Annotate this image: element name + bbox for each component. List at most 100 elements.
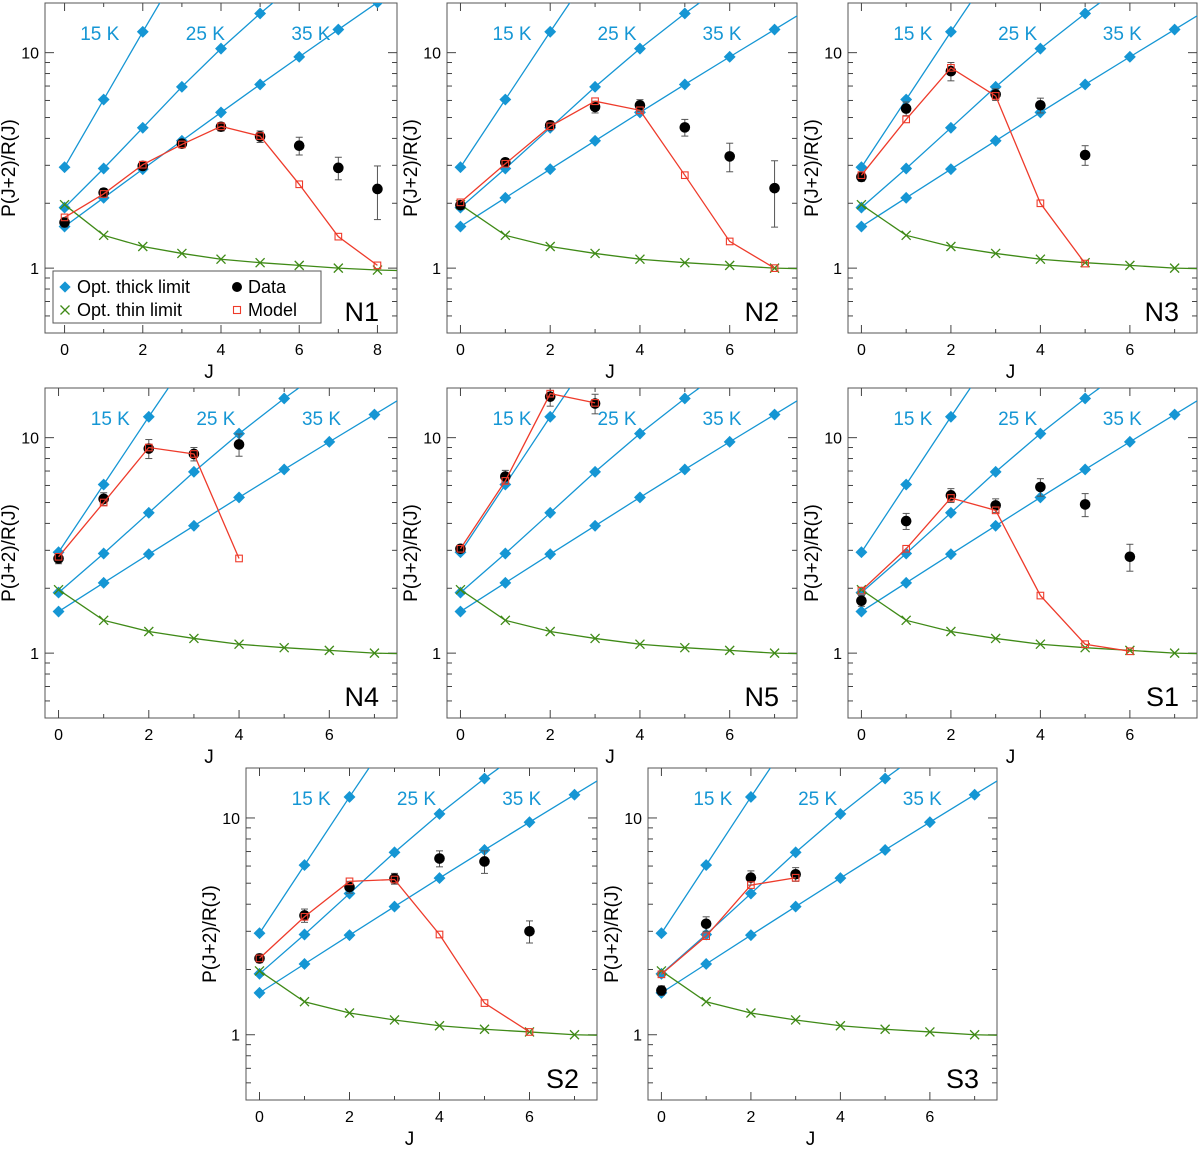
model-marker — [1081, 640, 1089, 649]
thick-limit-marker — [278, 463, 291, 476]
y-tick-label: 10 — [824, 431, 842, 448]
x-tick-label: 8 — [373, 342, 382, 359]
y-tick-label: 1 — [231, 1028, 240, 1045]
thin-limit-marker — [724, 260, 735, 271]
model-marker — [991, 506, 1000, 515]
temperature-label: 25 K — [598, 24, 637, 45]
temperature-label: 25 K — [998, 24, 1037, 45]
temperature-label: 15 K — [493, 409, 532, 430]
thin-limit-marker — [369, 648, 380, 659]
data-point — [1035, 481, 1046, 493]
thin-limit-line — [64, 204, 397, 272]
thick-limit-marker — [700, 958, 713, 970]
thick-limit-marker — [478, 772, 491, 785]
thick-limit-marker — [298, 958, 311, 970]
thick-limit-marker — [371, 3, 384, 9]
thin-limit-marker — [479, 1024, 490, 1035]
panel-label: N3 — [1144, 297, 1179, 327]
plot-frame — [446, 2, 798, 334]
temperature-label: 25 K — [196, 409, 235, 430]
model-marker — [480, 999, 489, 1007]
thin-limit-marker — [1124, 260, 1135, 271]
y-tick-label: 1 — [833, 646, 842, 663]
thick-limit-marker — [323, 360, 335, 372]
model-line — [58, 446, 240, 559]
thick-limit-marker — [523, 816, 536, 829]
thick-limit-marker — [989, 519, 1002, 532]
plot-frame — [847, 2, 1198, 334]
model-marker — [725, 237, 734, 246]
legend-thin-label: Opt. thin limit — [77, 300, 182, 320]
thick-limit-marker — [454, 220, 467, 233]
thick-limit-marker — [97, 93, 110, 106]
thick-limit-marker — [855, 220, 868, 233]
model-marker — [99, 498, 108, 507]
y-tick-label: 1 — [633, 1028, 642, 1045]
thin-limit-marker — [98, 615, 109, 626]
data-point — [524, 926, 535, 937]
thick-limit-marker — [990, 344, 1002, 356]
x-tick-label: 0 — [857, 727, 866, 744]
model-marker — [456, 198, 465, 207]
model-marker — [947, 494, 955, 502]
data-point — [900, 103, 912, 114]
thick-limit-line — [57, 388, 170, 553]
data-point — [990, 500, 1001, 511]
model-marker — [525, 1028, 534, 1036]
thick-limit-marker — [589, 519, 602, 532]
thick-limit-marker — [678, 78, 691, 91]
legend-model-marker — [232, 305, 242, 315]
model-marker — [190, 450, 198, 458]
thick-limit-marker — [655, 927, 668, 940]
thick-limit-marker — [724, 360, 736, 372]
panel-label: N5 — [744, 682, 779, 712]
thin-limit-marker — [590, 633, 601, 644]
thick-limit-marker — [454, 161, 467, 174]
thin-limit-marker — [324, 645, 335, 656]
thick-limit-marker — [1079, 78, 1092, 91]
model-marker — [235, 554, 243, 563]
model-marker — [138, 160, 147, 169]
x-tick-label: 6 — [725, 727, 734, 744]
x-tick-label: 4 — [635, 727, 644, 744]
thick-limit-line — [459, 388, 571, 553]
thick-limit-marker — [187, 519, 200, 532]
panel-n1: 0 2 4 6 8 1 10 J P(J+2)/R(J) 15 K 25 K 35 K N1 Opt. t… — [0, 2, 398, 383]
temperature-label: 35 K — [1103, 409, 1142, 430]
x-tick-label: 6 — [525, 1109, 534, 1126]
thick-limit-marker — [499, 191, 512, 204]
thick-limit-marker — [278, 392, 291, 405]
thick-limit-line — [459, 3, 571, 168]
thick-limit-marker — [944, 548, 957, 561]
thick-limit-marker — [723, 435, 736, 448]
thick-limit-marker — [478, 843, 491, 856]
thick-limit-marker — [568, 788, 581, 801]
model-marker — [947, 64, 955, 72]
temperature-label: 35 K — [703, 24, 742, 45]
thick-limit-marker — [254, 7, 267, 20]
temperature-label: 15 K — [80, 24, 119, 45]
thick-limit-marker — [323, 435, 336, 448]
thin-limit-marker — [1169, 263, 1180, 274]
x-tick-label: 6 — [1125, 342, 1134, 359]
thick-limit-marker — [215, 106, 227, 119]
thick-limit-marker — [58, 161, 71, 174]
y-tick-label: 10 — [824, 46, 842, 63]
thick-limit-line — [63, 3, 161, 168]
data-point — [856, 171, 867, 183]
plot-area — [454, 360, 797, 659]
thick-limit-marker — [368, 84, 380, 96]
thick-limit-marker — [524, 740, 536, 752]
thick-limit-marker — [700, 859, 713, 872]
thick-limit-marker — [944, 410, 957, 423]
thick-limit-marker — [368, 330, 380, 342]
thin-limit-marker — [569, 1029, 580, 1040]
thin-limit-marker — [590, 248, 601, 259]
plot-frame — [44, 387, 398, 719]
thick-limit-marker — [768, 408, 781, 421]
thin-limit-marker — [856, 199, 867, 210]
plot-area — [253, 740, 597, 1040]
data-point — [1124, 551, 1136, 563]
